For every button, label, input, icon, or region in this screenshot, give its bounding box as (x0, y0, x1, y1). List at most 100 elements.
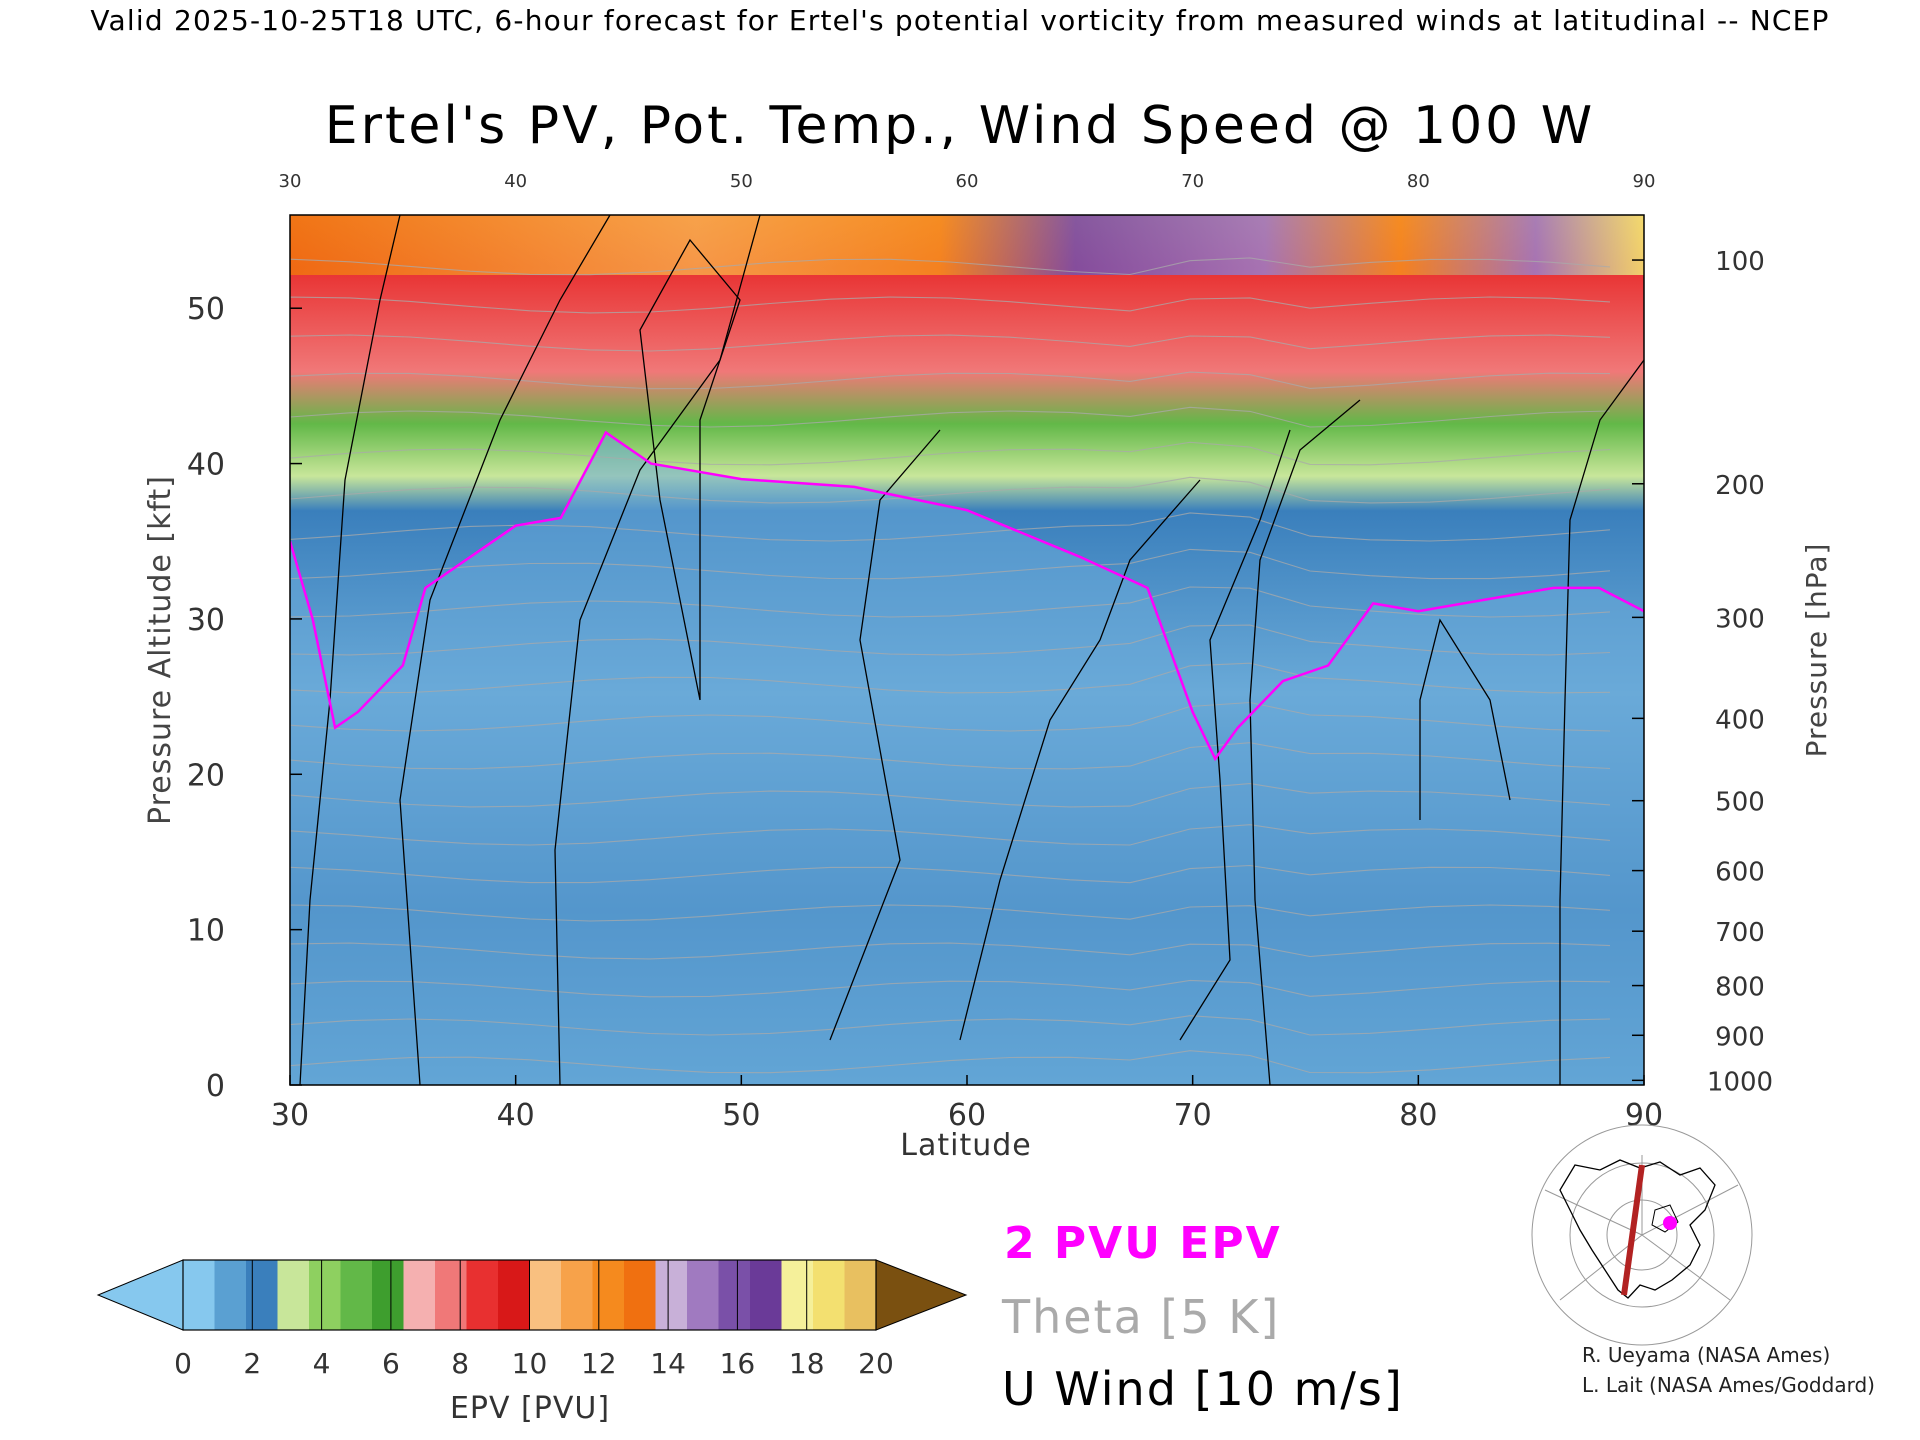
theta-contour-line (290, 548, 1611, 580)
colorbar-swatch (844, 1260, 877, 1330)
colorbar-swatch (592, 1260, 625, 1330)
theta-contour-line (290, 512, 1611, 542)
y-axis-label-right: Pressure [hPa] (1800, 543, 1833, 758)
theta-contour-line (290, 979, 1611, 998)
pressure-tick-label: 700 (1715, 918, 1765, 948)
x-axis-label: Latitude (900, 1128, 1031, 1163)
y-tick-label: 40 (187, 448, 225, 483)
u-wind-contour-line (1559, 359, 1644, 1085)
x-tick-label: 70 (1174, 1098, 1212, 1133)
y-tick-label: 50 (187, 292, 225, 327)
colorbar-tick-label: 20 (858, 1347, 894, 1380)
u-wind-contour-line (959, 479, 1201, 1041)
u-wind-contour-line (1249, 399, 1361, 1085)
theta-contour-line (290, 942, 1611, 960)
legend-u-wind: U Wind [10 m/s] (1002, 1362, 1404, 1416)
pressure-tick-label: 900 (1715, 1022, 1765, 1052)
pressure-tick-label: 200 (1715, 471, 1765, 501)
theta-contour-line (290, 662, 1611, 694)
map-meridian-4 (1544, 1189, 1643, 1236)
map-coastline (1559, 1159, 1716, 1299)
u-wind-contour-line (554, 215, 761, 1085)
x-tick-label: 40 (497, 1098, 535, 1133)
theta-contour-line (290, 624, 1611, 656)
x-top-tick-label: 70 (1181, 171, 1204, 192)
header-text: Valid 2025-10-25T18 UTC, 6-hour forecast… (90, 4, 1829, 37)
colorbar-swatch (498, 1260, 531, 1330)
x-top-tick-label: 40 (504, 171, 527, 192)
colorbar-tick-label: 6 (382, 1347, 400, 1380)
colorbar-under-arrow (96, 1259, 184, 1331)
u-wind-contour-line (639, 238, 741, 701)
colorbar-tick-label: 14 (650, 1347, 686, 1380)
colorbar-swatch (624, 1260, 657, 1330)
colorbar-swatch (340, 1260, 373, 1330)
legend-pvu: 2 PVU EPV (1004, 1218, 1282, 1269)
colorbar-swatch (781, 1260, 814, 1330)
colorbar-swatch (246, 1260, 279, 1330)
colorbar-swatch (529, 1260, 562, 1330)
x-axis-bottom: 30 40 50 60 70 80 90 (271, 1075, 1663, 1133)
pressure-tick-label: 100 (1715, 247, 1765, 277)
colorbar-swatch (687, 1260, 720, 1330)
theta-contour-line (290, 476, 1611, 504)
theta-contour-line (290, 371, 1611, 390)
cross-section-line (1621, 1164, 1645, 1296)
y-axis-label-left: Pressure Altitude [kft] (143, 475, 178, 825)
map-meridian-5 (1641, 1184, 1739, 1236)
pressure-tick-label: 300 (1715, 604, 1765, 634)
u-wind-contour-line (399, 215, 611, 1085)
troposphere-fill (290, 432, 1644, 1085)
legend-theta: Theta [5 K] (1001, 1290, 1280, 1344)
colorbar-swatch (718, 1260, 751, 1330)
pressure-tick-label: 500 (1715, 788, 1765, 818)
y-tick-label: 0 (206, 1069, 225, 1104)
x-tick-label: 50 (722, 1098, 760, 1133)
colorbar-swatch (214, 1260, 247, 1330)
pv-field (290, 215, 1644, 1085)
map-outer-circle (1531, 1124, 1753, 1346)
x-tick-label: 30 (271, 1098, 309, 1133)
colorbar-swatch (655, 1260, 688, 1330)
x-tick-label: 90 (1625, 1098, 1663, 1133)
y-tick-label: 10 (187, 914, 225, 949)
x-top-tick-label: 80 (1407, 171, 1430, 192)
theta-contour-line (290, 441, 1611, 466)
colorbar-tick-label: 4 (313, 1347, 331, 1380)
u-wind-contours (299, 215, 1644, 1085)
colorbar-tick-label: 8 (451, 1347, 469, 1380)
theta-contour-line (290, 1015, 1611, 1036)
colorbar-tick-label: 12 (581, 1347, 617, 1380)
colorbar-swatch (403, 1260, 436, 1330)
credit-line-2: L. Lait (NASA Ames/Goddard) (1582, 1373, 1875, 1397)
credit-line-1: R. Ueyama (NASA Ames) (1582, 1343, 1830, 1367)
pressure-tick-label: 1000 (1707, 1067, 1773, 1097)
y-tick-label: 20 (187, 758, 225, 793)
colorbar-tick-label: 0 (174, 1347, 192, 1380)
u-wind-contour-line (829, 429, 941, 1041)
theta-contour-line (290, 742, 1611, 770)
pressure-tick-label: 800 (1715, 973, 1765, 1003)
chart-title: Ertel's PV, Pot. Temp., Wind Speed @ 100… (325, 96, 1595, 156)
theta-contour-line (290, 296, 1611, 314)
theta-contour-line (290, 864, 1611, 884)
x-top-tick-label: 60 (956, 171, 979, 192)
y-axis-right: 100 200 300 400 500 600 700 800 900 1000 (1632, 247, 1773, 1097)
colorbar-tick-label: 18 (789, 1347, 825, 1380)
theta-contour-line (290, 824, 1611, 846)
colorbar-tick-label: 16 (720, 1347, 756, 1380)
theta-contour-line (290, 701, 1611, 732)
u-wind-contour-line (1179, 429, 1291, 1041)
colorbar-swatch (277, 1260, 310, 1330)
colorbar-swatch (561, 1260, 594, 1330)
y-tick-label: 30 (187, 603, 225, 638)
colorbar-tick-label: 10 (512, 1347, 548, 1380)
x-top-tick-label: 30 (279, 171, 302, 192)
north-pole-marker (1663, 1216, 1677, 1230)
y-axis-left: 0 10 20 30 40 50 (187, 292, 302, 1104)
colorbar-swatch (435, 1260, 468, 1330)
x-top-tick-label: 90 (1633, 171, 1656, 192)
two-pvu-contour (290, 430, 1644, 762)
location-map (1531, 1124, 1753, 1346)
